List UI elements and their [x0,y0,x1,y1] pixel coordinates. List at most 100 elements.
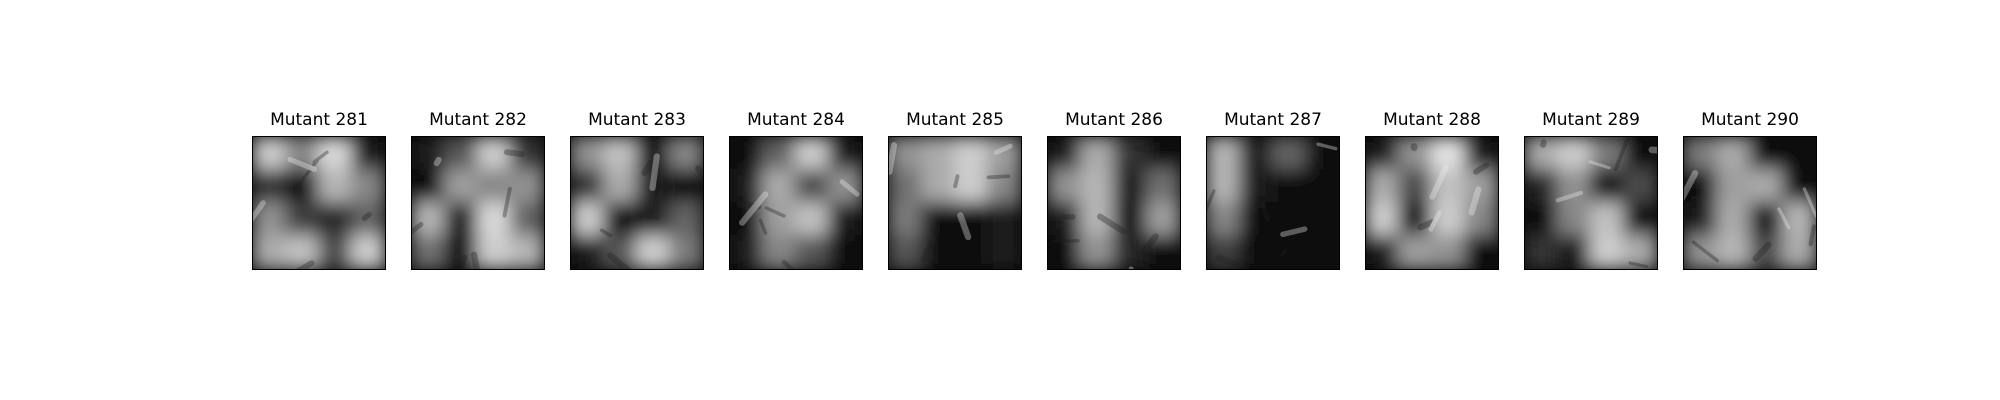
mask-cell [1749,169,1784,204]
texture-stroke [599,228,613,238]
mask-cell [795,235,830,269]
mask-cell [669,235,703,269]
mask-cell [571,202,605,237]
mask-cell [444,169,479,204]
mask-cell [1366,169,1400,204]
mask-cell [412,202,446,237]
mask-cell [1272,169,1307,204]
texture-stroke [1428,210,1442,232]
texture-stroke [1802,187,1816,218]
mask-cell [285,235,320,269]
mask-cell [636,202,671,237]
mask-cell [318,235,353,269]
texture-stroke [1280,226,1308,238]
panel-title: Mutant 289 [1542,110,1640,130]
texture-stroke [312,150,329,164]
mask-cell [444,137,479,171]
mask-cell [1239,235,1274,269]
mask-cell [318,202,353,237]
mask-cell [1557,235,1592,269]
mask-cell [828,169,862,204]
mask-cell [1207,235,1241,269]
mask-cell [1239,169,1274,204]
mask-cell [603,137,638,171]
mask-cell [571,235,605,269]
panel-title: Mutant 286 [1065,110,1163,130]
mask-cell [351,137,385,171]
mask-cell [889,137,923,171]
texture-stroke [502,186,512,218]
mask-cell [1080,169,1115,204]
mask-cell [444,235,479,269]
texture-stroke [1096,213,1127,235]
mutant-image [411,136,545,270]
mask-cell [1305,169,1339,204]
mask-image [1048,137,1180,269]
mask-cell [1080,137,1115,171]
mask-image [1366,137,1498,269]
texture-stroke [433,156,442,167]
mask-cell [1080,202,1115,237]
panel-title: Mutant 285 [906,110,1004,130]
mask-cell [669,137,703,171]
mask-cell [1048,235,1082,269]
texture-stroke [606,252,631,269]
panel-title: Mutant 283 [588,110,686,130]
mask-cell [828,202,862,237]
mask-cell [889,169,923,204]
mutant-image [1047,136,1181,270]
mask-cell [1716,202,1751,237]
mask-cell [889,235,923,269]
mask-cell [477,235,512,269]
mask-cell [1239,202,1274,237]
mask-cell [1431,169,1466,204]
mask-cell [1557,169,1592,204]
texture-stroke [293,158,320,192]
mask-image [253,137,385,269]
mask-cell [987,137,1021,171]
mask-cell [510,235,544,269]
mask-cell [636,235,671,269]
mask-cell [1398,235,1433,269]
mask-cell [1113,137,1148,171]
mask-cell [1207,137,1241,171]
mask-cell [1464,235,1498,269]
mask-cell [603,169,638,204]
panel-title: Mutant 287 [1224,110,1322,130]
mask-cell [1782,169,1816,204]
mask-cell [1749,137,1784,171]
mask-cell [285,137,320,171]
mask-cell [1590,202,1625,237]
mask-cell [253,169,287,204]
texture-stroke [1429,164,1449,200]
mask-cell [954,235,989,269]
mask-cell [1782,202,1816,237]
mask-cell [1207,169,1241,204]
mask-cell [285,169,320,204]
mask-cell [1431,235,1466,269]
mask-cell [828,137,862,171]
texture-stroke [287,156,317,172]
mask-cell [351,235,385,269]
mask-cell [1464,137,1498,171]
texture-stroke [295,260,315,269]
mask-cell [1113,169,1148,204]
panel-title: Mutant 282 [429,110,527,130]
mask-cell [921,235,956,269]
mask-cell [987,235,1021,269]
mask-cell [636,137,671,171]
mask-image [1684,137,1816,269]
mutant-image [888,136,1022,270]
texture-stroke [695,165,703,177]
mask-cell [921,202,956,237]
mask-cell [987,202,1021,237]
mask-cell [253,137,287,171]
mask-cell [1464,202,1498,237]
texture-stroke [641,159,654,177]
mask-cell [1525,235,1559,269]
mask-cell [828,235,862,269]
mask-cell [351,202,385,237]
texture-stroke [1207,189,1216,212]
mask-cell [1305,235,1339,269]
